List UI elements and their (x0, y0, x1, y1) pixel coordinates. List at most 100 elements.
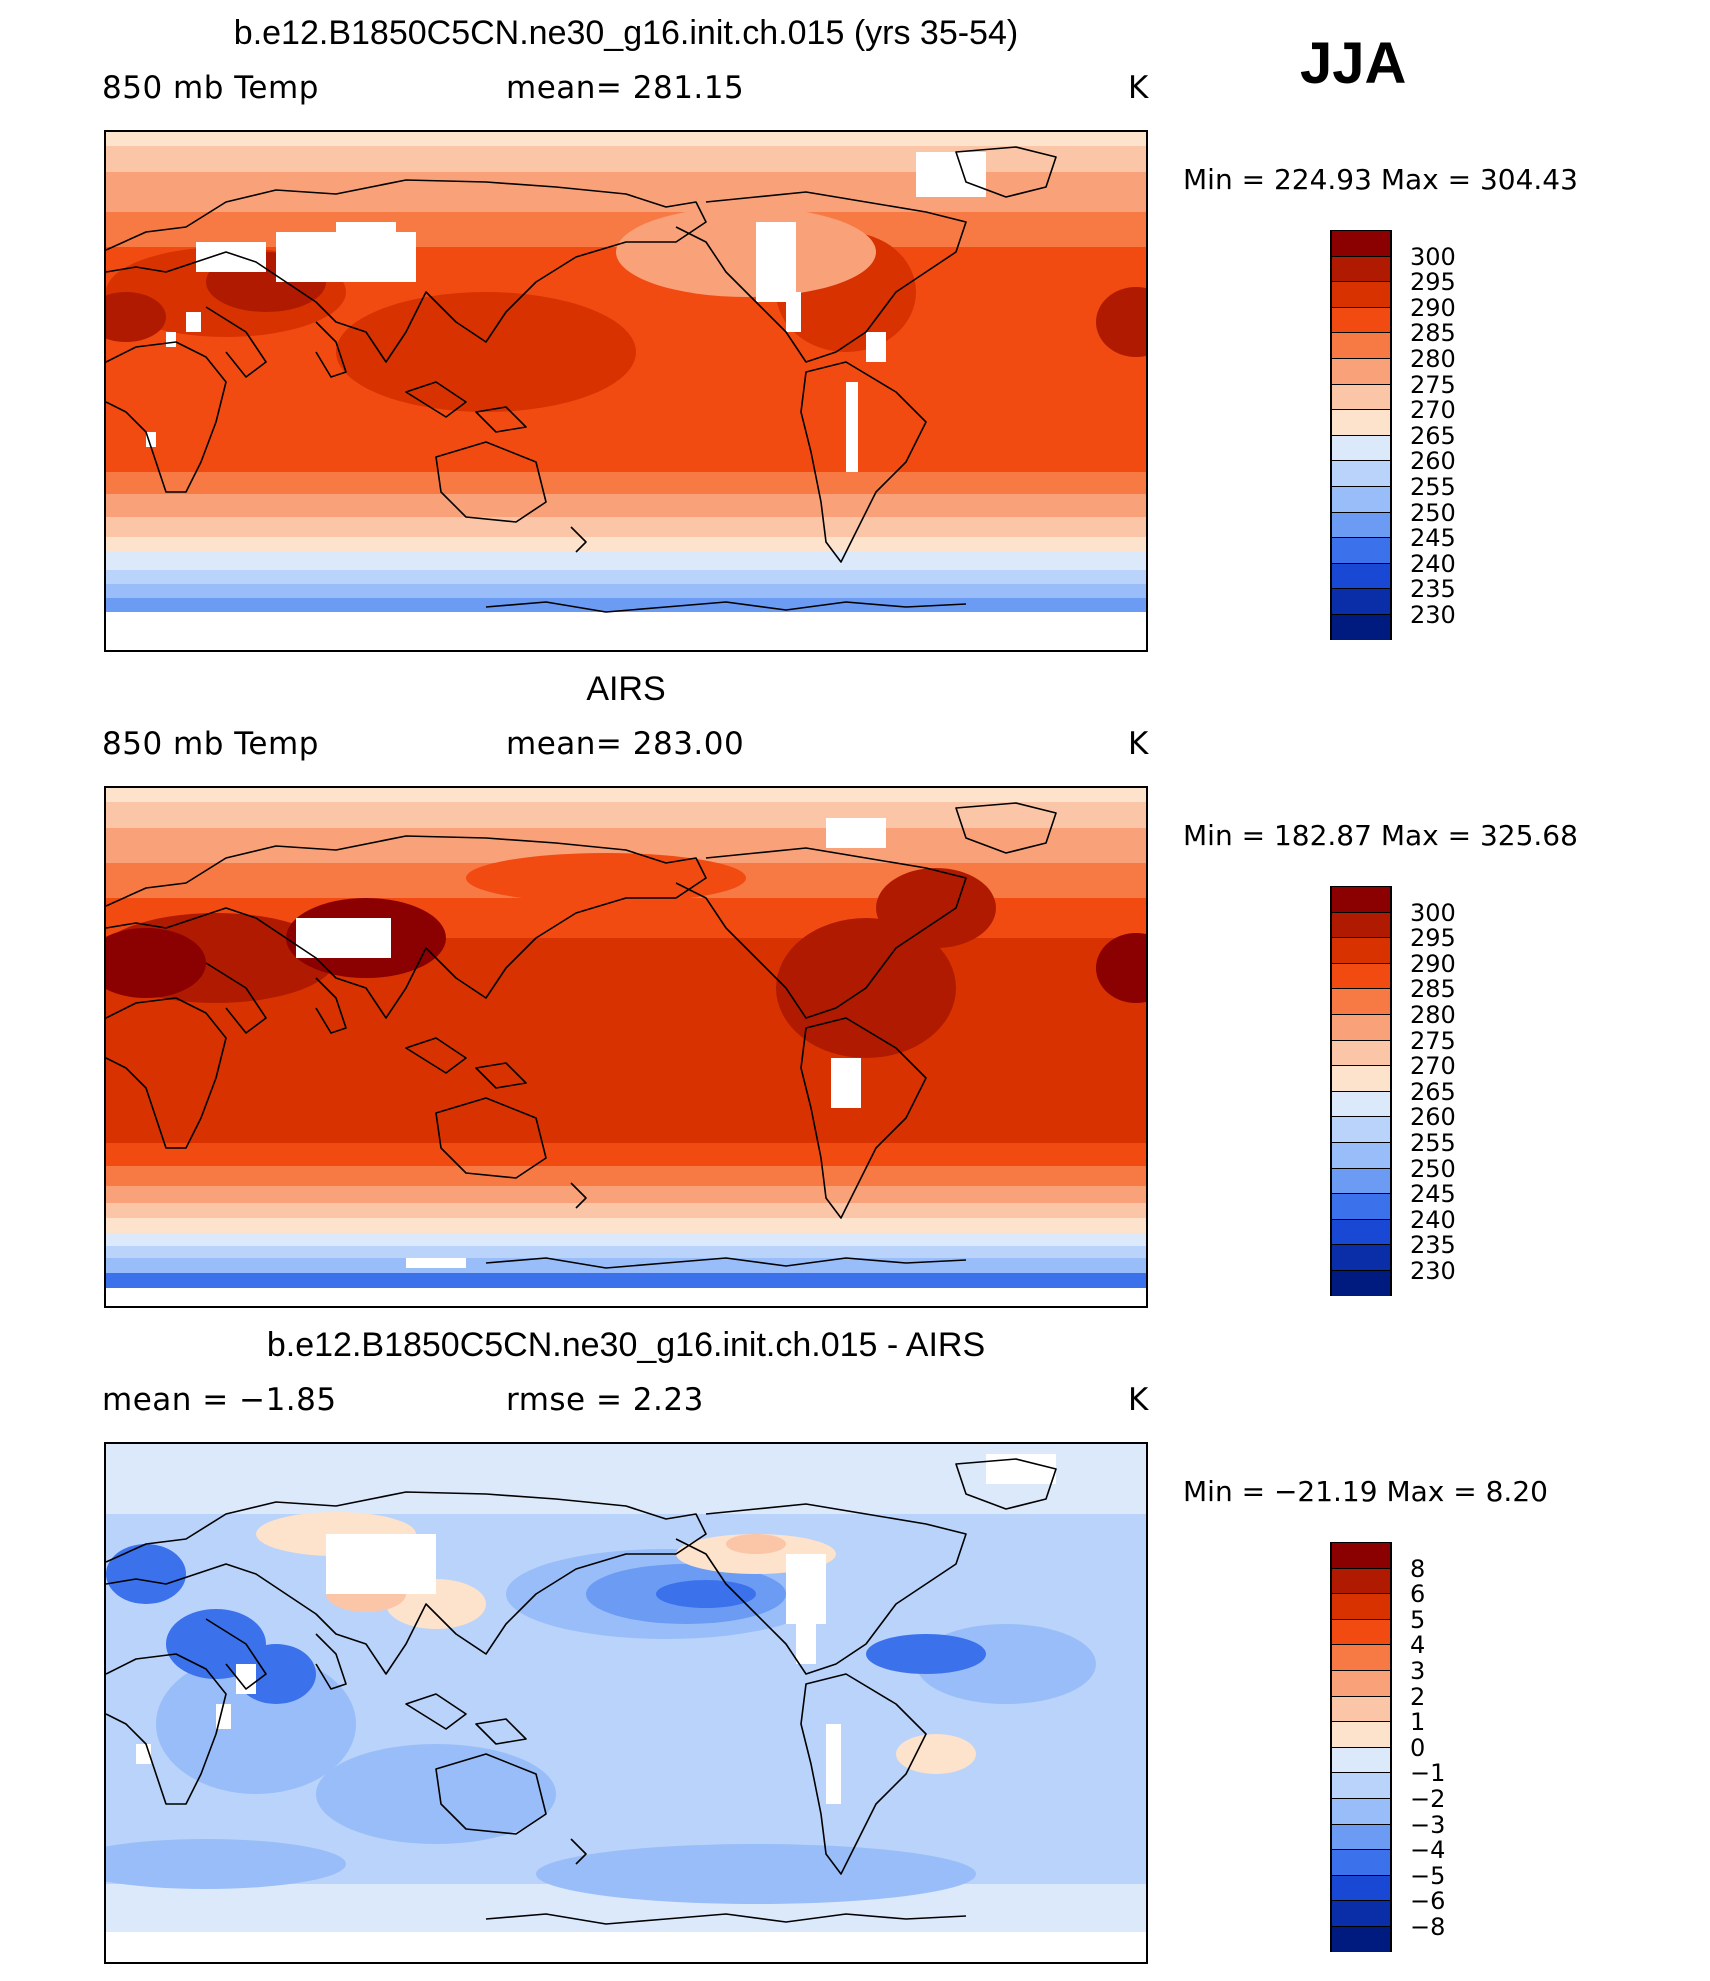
cool-region (616, 207, 876, 297)
min-max-label: Min = 182.87 Max = 325.68 (1183, 819, 1578, 852)
coastline (205, 306, 267, 378)
coastline (955, 146, 1057, 198)
missing-data-cell (296, 918, 391, 958)
colorbar-swatch (1330, 911, 1392, 938)
colorbar-tick-label: 295 (1410, 268, 1456, 297)
colorbar-swatch (1330, 1823, 1392, 1850)
colorbar-tick-label: −2 (1410, 1785, 1446, 1813)
temperature-band (106, 612, 1146, 650)
positive-anomaly (896, 1734, 976, 1774)
difference-patch (536, 1844, 976, 1904)
units-label: K (1128, 726, 1149, 762)
missing-data-cell (336, 222, 396, 252)
min-max-label: Min = −21.19 Max = 8.20 (1183, 1475, 1548, 1508)
missing-data-cell (916, 152, 986, 197)
units-label: K (1128, 70, 1149, 106)
temperature-band (106, 1273, 1146, 1288)
colorbar: 300 295 290 285 280 275 270 265 260 255 250 245 240 2… (1330, 230, 1456, 640)
colorbar-swatch (1330, 281, 1392, 307)
missing-data-mask (136, 1454, 1056, 1804)
missing-data-cell (846, 382, 858, 472)
coastline (475, 406, 527, 433)
missing-data-cell (796, 1614, 816, 1664)
coastline (106, 1653, 227, 1805)
coastline (570, 1838, 587, 1865)
colorbar-tick-label: 270 (1410, 396, 1456, 425)
missing-data-cell (186, 312, 201, 332)
colorbar-tick-label: 275 (1410, 1026, 1456, 1055)
panel-obs: AIRS 850 mb Temp mean= 283.00 K Min = 18… (0, 664, 1710, 1314)
colorbar-swatch (1330, 255, 1392, 282)
missing-data-cell (196, 242, 266, 272)
colorbar-tick-label: 235 (1410, 1231, 1456, 1260)
warm-pool (336, 292, 636, 412)
coastlines (106, 146, 1057, 613)
difference-patch (106, 1839, 346, 1889)
hot-spot (1096, 287, 1146, 357)
panel-model: b.e12.B1850C5CN.ne30_g16.init.ch.015 (yr… (0, 8, 1710, 658)
colorbar-swatch (1330, 485, 1392, 512)
temperature-band (106, 584, 1146, 598)
coastline (315, 321, 347, 378)
mean-label: mean = −1.85 (102, 1382, 337, 1418)
missing-data-cell (166, 332, 176, 347)
colorbar-tick-label: 250 (1410, 1154, 1456, 1183)
colorbar-swatch (1330, 230, 1392, 256)
colorbar-swatch (1330, 1746, 1392, 1773)
missing-data-mask (146, 152, 986, 472)
hot-spot (106, 928, 206, 998)
coastline (315, 1633, 347, 1690)
colorbar-swatch (1330, 588, 1392, 614)
variable-label: 850 mb Temp (102, 726, 319, 762)
colorbar-swatch (1330, 1039, 1392, 1066)
colorbar-swatch (1330, 1695, 1392, 1722)
cool-region (466, 853, 746, 903)
colorbar-tick-label: −6 (1410, 1887, 1446, 1916)
missing-data-cell (216, 1704, 231, 1729)
colorbar-swatch (1330, 1244, 1392, 1270)
coastline (800, 1017, 927, 1219)
colorbar-tick-label: −8 (1410, 1913, 1446, 1941)
colorbar-tick-label: 6 (1410, 1580, 1426, 1609)
mean-label: mean= 281.15 (506, 70, 745, 106)
colorbar-swatch (1330, 1772, 1392, 1798)
colorbar-swatch (1330, 357, 1392, 384)
colorbar-swatch (1330, 1618, 1392, 1645)
colorbar-tick-label: 280 (1410, 1001, 1456, 1029)
colorbar-swatch (1330, 1167, 1392, 1194)
temperature-band (106, 1203, 1146, 1218)
coastline (435, 1097, 547, 1179)
colorbar-swatch (1330, 1141, 1392, 1168)
temperature-band (106, 1258, 1146, 1273)
colorbar-tick-label: −1 (1410, 1759, 1446, 1788)
colorbar-swatch (1330, 1874, 1392, 1901)
colorbar-tick-label: −4 (1410, 1836, 1446, 1865)
colorbar-swatch (1330, 460, 1392, 486)
min-max-label: Min = 224.93 Max = 304.43 (1183, 163, 1578, 196)
hot-spot (106, 292, 166, 342)
colorbar-tick-label: 255 (1410, 1129, 1456, 1157)
colorbar-tick-label: 280 (1410, 345, 1456, 373)
colorbar-tick-label: 245 (1410, 524, 1456, 553)
map-svg (106, 1444, 1146, 1962)
missing-data-cell (326, 1534, 436, 1594)
colorbar-tick-label: 285 (1410, 975, 1456, 1004)
missing-data-cell (236, 1664, 256, 1694)
colorbar-tick-label: 240 (1410, 1205, 1456, 1234)
colorbar-tick-label: 5 (1410, 1605, 1426, 1634)
colorbar-swatch (1330, 511, 1392, 538)
temperature-band (106, 517, 1146, 537)
coastline (106, 997, 227, 1149)
coastlines (106, 1458, 1057, 1925)
missing-data-cell (831, 1058, 861, 1108)
season-label: JJA (1300, 31, 1407, 96)
colorbar-swatch (1330, 886, 1392, 912)
colorbar-tick-label: 0 (1410, 1733, 1426, 1762)
coastline (435, 441, 547, 523)
colorbar-tick-label: −3 (1410, 1810, 1446, 1839)
colorbar-tick-label: 300 (1410, 242, 1456, 271)
temperature-band (106, 570, 1146, 584)
colorbar-tick-label: 260 (1410, 1103, 1456, 1132)
colorbar-swatch (1330, 1269, 1392, 1296)
coastline (570, 1182, 587, 1209)
